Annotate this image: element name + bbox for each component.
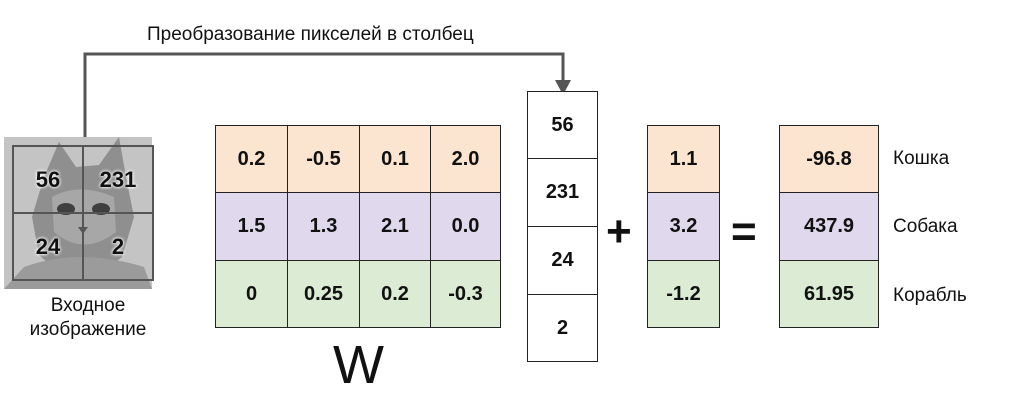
weight-cell: 0.0 [430, 192, 501, 261]
weight-cell: 0.2 [215, 125, 288, 193]
class-label-dog: Собака [893, 216, 958, 237]
score-cell: 437.9 [779, 192, 879, 261]
input-image-label: Входное изображение [8, 294, 168, 342]
weight-cell: 2.1 [359, 192, 431, 261]
weight-matrix-label: W [333, 335, 384, 395]
input-image-label-line2: изображение [29, 319, 147, 340]
input-image-label-line1: Входное [50, 295, 126, 316]
column-cell: 2 [527, 294, 598, 362]
pixel-value: 24 [13, 213, 83, 280]
column-cell: 56 [527, 91, 598, 159]
pixel-value: 231 [83, 146, 153, 213]
class-label-ship: Корабль [893, 285, 967, 306]
plus-sign: + [606, 207, 632, 256]
weight-cell: -0.5 [287, 125, 360, 193]
pixel-value: 56 [13, 146, 83, 213]
weight-cell: 1.5 [215, 192, 288, 261]
weight-cell: -0.3 [430, 260, 501, 328]
bias-cell: -1.2 [647, 260, 720, 328]
column-cell: 231 [527, 158, 598, 227]
equals-sign: = [731, 207, 757, 256]
class-label-cat: Кошка [893, 148, 950, 169]
flatten-caption: Преобразование пикселей в столбец [147, 24, 474, 45]
bias-cell: 3.2 [647, 192, 720, 261]
bias-cell: 1.1 [647, 125, 720, 193]
weight-cell: 0.1 [359, 125, 431, 193]
score-cell: 61.95 [779, 260, 879, 328]
weight-cell: 0.25 [287, 260, 360, 328]
weight-cell: 0.2 [359, 260, 431, 328]
column-cell: 24 [527, 226, 598, 295]
score-cell: -96.8 [779, 125, 879, 193]
weight-cell: 0 [215, 260, 288, 328]
weight-cell: 2.0 [430, 125, 501, 193]
weight-cell: 1.3 [287, 192, 360, 261]
pixel-grid: 56 231 24 2 [12, 145, 154, 281]
pixel-value: 2 [83, 213, 153, 280]
